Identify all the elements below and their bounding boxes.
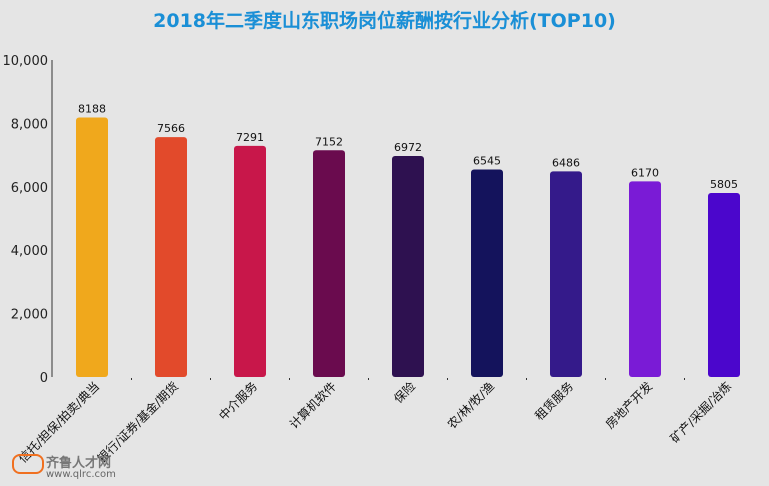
data-label: 8188	[78, 102, 106, 115]
bar	[76, 117, 108, 377]
watermark-url: www.qlrc.com	[46, 469, 116, 480]
data-label: 6972	[394, 141, 422, 154]
bar	[550, 171, 582, 377]
x-tick-label: 矿产/采掘/冶炼	[667, 379, 734, 446]
bar	[155, 137, 187, 377]
data-label: 6170	[631, 166, 659, 179]
chart-title: 2018年二季度山东职场岗位薪酬按行业分析(TOP10)	[153, 10, 616, 32]
bar	[471, 169, 503, 377]
data-label: 7566	[157, 122, 185, 135]
x-tick-label: 房地产开发	[602, 379, 655, 432]
y-tick-label: 4,000	[11, 244, 48, 259]
data-label: 6486	[552, 156, 580, 169]
data-label: 7152	[315, 135, 343, 148]
y-tick-label: 2,000	[11, 308, 48, 323]
y-tick-label: 8,000	[11, 117, 48, 132]
y-tick-label: 10,000	[3, 54, 49, 69]
x-tick-label: 农/林/牧/渔	[445, 379, 497, 431]
x-tick-label: 租赁服务	[532, 379, 577, 424]
watermark-name: 齐鲁人才网	[46, 456, 112, 471]
bar	[629, 181, 661, 377]
bar	[708, 192, 740, 377]
y-tick-label: 0	[40, 371, 48, 386]
bar	[234, 145, 266, 377]
bar	[392, 155, 424, 377]
x-tick-label: 中介服务	[216, 379, 261, 424]
x-tick-label: 计算机软件	[286, 379, 339, 432]
watermark: 齐鲁人才网 www.qlrc.com	[12, 452, 116, 480]
x-tick-label: 保险	[391, 379, 419, 407]
frog-logo-icon	[12, 454, 44, 474]
bar	[313, 150, 345, 377]
data-label: 6545	[473, 155, 501, 168]
data-label: 5805	[710, 178, 738, 191]
y-tick-label: 6,000	[11, 181, 48, 196]
data-label: 7291	[236, 131, 264, 144]
